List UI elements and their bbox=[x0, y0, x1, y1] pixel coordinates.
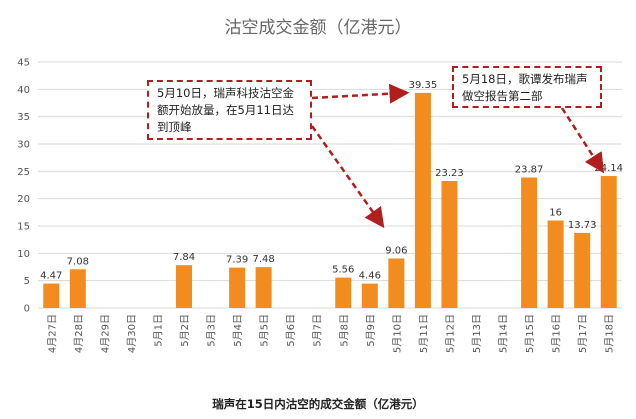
x-tick-label: 5月5日 bbox=[259, 314, 271, 347]
y-tick-label: 40 bbox=[17, 85, 30, 96]
annotation-may18-text: 5月18日，歌谭发布瑞声做空报告第二部 bbox=[462, 72, 588, 103]
y-tick-label: 35 bbox=[17, 112, 30, 123]
x-tick-label: 5月18日 bbox=[604, 314, 616, 353]
bar-5月9日 bbox=[361, 283, 378, 308]
bar-5月2日 bbox=[176, 265, 192, 308]
x-tick-label: 5月2日 bbox=[179, 314, 191, 347]
x-tick-label: 4月27日 bbox=[46, 314, 58, 353]
bars bbox=[43, 92, 617, 309]
arrow-note1-to-may10 bbox=[310, 125, 385, 229]
value-label: 23.87 bbox=[515, 165, 544, 176]
bar-5月8日 bbox=[335, 277, 352, 308]
bar-4月27日 bbox=[43, 283, 60, 308]
x-tick-label: 5月16日 bbox=[551, 314, 563, 353]
value-labels: 4.47 7.08 7.84 7.39 7.48 5.56 4.46 9.06 39.35 23.… bbox=[40, 80, 623, 282]
bar-5月16日 bbox=[547, 220, 564, 308]
y-tick-label: 45 bbox=[17, 58, 30, 69]
x-tick-label: 5月14日 bbox=[498, 314, 510, 353]
x-tick-label: 5月9日 bbox=[365, 314, 377, 347]
bar-4月28日 bbox=[69, 269, 86, 308]
value-label: 23.23 bbox=[435, 168, 464, 179]
x-tick-label: 5月3日 bbox=[206, 314, 218, 347]
x-tick-label: 5月17日 bbox=[577, 314, 589, 353]
x-tick-label: 4月29日 bbox=[99, 314, 111, 353]
y-tick-label: 15 bbox=[17, 222, 30, 233]
bar-5月12日 bbox=[441, 181, 458, 308]
bar-5月5日 bbox=[255, 267, 272, 308]
x-tick-label: 5月13日 bbox=[471, 314, 483, 353]
x-tick-label: 5月11日 bbox=[418, 314, 430, 353]
y-tick-label: 10 bbox=[17, 249, 30, 260]
bar-5月4日 bbox=[229, 267, 246, 308]
y-tick-label: 5 bbox=[24, 276, 30, 287]
x-tick-label: 5月4日 bbox=[232, 314, 244, 347]
bar-5月17日 bbox=[574, 232, 591, 308]
x-tick-label: 5月6日 bbox=[285, 314, 297, 347]
value-label: 7.48 bbox=[253, 254, 275, 265]
chart-caption: 瑞声在15日内沽空的成交金额（亿港元） bbox=[212, 397, 424, 411]
value-label: 9.06 bbox=[385, 245, 407, 256]
annotation-may18: 5月18日，歌谭发布瑞声做空报告第二部 bbox=[452, 66, 602, 108]
value-label: 16 bbox=[549, 208, 562, 219]
value-label: 7.08 bbox=[67, 256, 89, 267]
x-tick-label: 5月7日 bbox=[312, 314, 324, 347]
value-label: 5.56 bbox=[332, 265, 354, 276]
x-axis-ticks: 4月27日 4月28日 4月29日 4月30日 5月1日 5月2日 5月3日 5月4日 5月5日… bbox=[46, 314, 615, 353]
value-label: 7.39 bbox=[226, 255, 248, 266]
x-tick-label: 5月8日 bbox=[338, 314, 350, 347]
x-tick-label: 4月30日 bbox=[126, 314, 138, 353]
x-tick-label: 5月12日 bbox=[444, 314, 456, 353]
gridlines bbox=[38, 61, 622, 309]
x-tick-label: 5月1日 bbox=[152, 314, 164, 347]
bar-5月11日 bbox=[414, 92, 431, 309]
bar-5月15日 bbox=[521, 177, 538, 308]
bar-5月10日 bbox=[388, 258, 405, 308]
value-label: 4.47 bbox=[40, 271, 62, 282]
value-label: 4.46 bbox=[359, 271, 381, 282]
x-tick-label: 4月28日 bbox=[73, 314, 85, 353]
chart-title: 沽空成交金额（亿港元） bbox=[225, 18, 412, 38]
arrow-note1-to-may11 bbox=[311, 83, 410, 104]
arrow-note2-to-may18 bbox=[560, 107, 605, 174]
value-label: 7.84 bbox=[173, 252, 195, 263]
y-tick-label: 20 bbox=[17, 194, 30, 205]
annotation-may10: 5月10日，瑞声科技沽空金额开始放量，在5月11日达到顶峰 bbox=[147, 80, 312, 140]
y-tick-label: 30 bbox=[17, 140, 30, 151]
x-tick-label: 5月10日 bbox=[391, 314, 403, 353]
y-axis-ticks: 0 5 10 15 20 25 30 35 40 45 bbox=[17, 58, 30, 315]
y-tick-label: 0 bbox=[24, 304, 30, 315]
value-label: 39.35 bbox=[409, 80, 438, 91]
annotation-may10-text: 5月10日，瑞声科技沽空金额开始放量，在5月11日达到顶峰 bbox=[157, 86, 294, 134]
value-label: 13.73 bbox=[568, 220, 597, 231]
y-tick-label: 25 bbox=[17, 167, 30, 178]
x-tick-label: 5月15日 bbox=[524, 314, 536, 353]
value-label: 24.14 bbox=[594, 163, 623, 174]
bar-5月18日 bbox=[600, 176, 617, 308]
